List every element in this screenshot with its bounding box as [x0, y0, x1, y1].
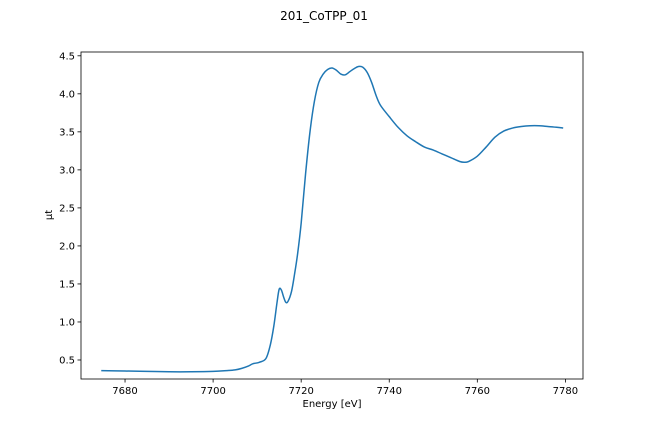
- y-tick-label: 3.0: [59, 165, 75, 176]
- y-tick-label: 2.5: [59, 203, 75, 214]
- x-tick-label: 7760: [465, 386, 490, 397]
- y-tick-label: 0.5: [59, 355, 75, 366]
- y-tick-label: 4.0: [59, 89, 75, 100]
- y-tick-label: 1.5: [59, 279, 75, 290]
- x-tick-label: 7780: [553, 386, 578, 397]
- x-tick-label: 7680: [112, 386, 137, 397]
- series-line: [101, 65, 564, 373]
- y-tick-label: 2.0: [59, 241, 75, 252]
- y-axis-ticks: 0.5 1.0 1.5 2.0 2.5 3.0 3.5 4.0 4.5: [59, 51, 81, 366]
- y-tick-label: 4.5: [59, 51, 75, 62]
- x-tick-label: 7700: [200, 386, 225, 397]
- x-axis-label: Energy [eV]: [303, 399, 362, 410]
- y-tick-label: 1.0: [59, 317, 75, 328]
- x-axis-ticks: 7680 7700 7720 7740 7760 7780: [112, 379, 578, 397]
- x-tick-label: 7720: [288, 386, 313, 397]
- y-tick-label: 3.5: [59, 127, 75, 138]
- chart-title: 201_CoTPP_01: [280, 9, 368, 23]
- plot-area: 7680 7700 7720 7740 7760 7780 0.5 1.0 1.5 2.0 2.5…: [59, 51, 584, 397]
- y-axis-label: μt: [44, 210, 55, 220]
- x-tick-label: 7740: [377, 386, 402, 397]
- axes-frame: [80, 51, 584, 380]
